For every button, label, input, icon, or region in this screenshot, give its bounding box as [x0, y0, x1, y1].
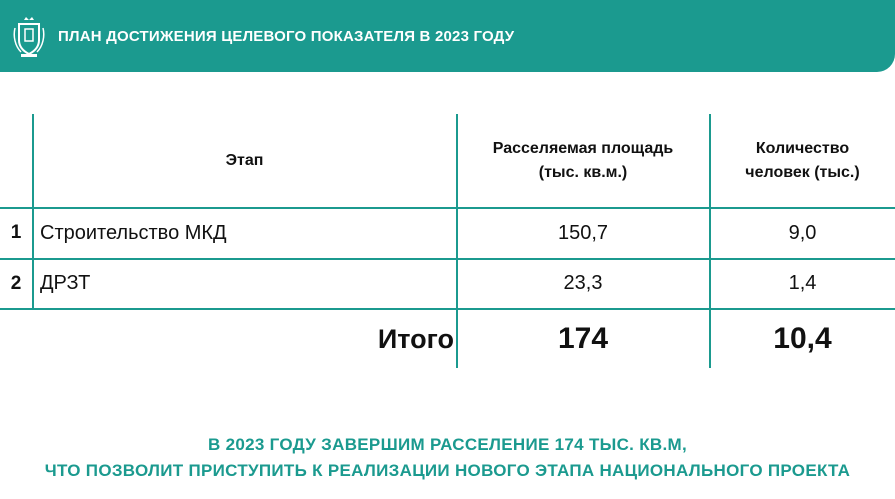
- column-header-people: Количество человек (тыс.): [745, 139, 860, 181]
- row-people-value: 1,4: [788, 272, 817, 294]
- header-bar: ПЛАН ДОСТИЖЕНИЯ ЦЕЛЕВОГО ПОКАЗАТЕЛЯ В 20…: [0, 0, 895, 72]
- table-divider: [0, 308, 895, 310]
- page-title: ПЛАН ДОСТИЖЕНИЯ ЦЕЛЕВОГО ПОКАЗАТЕЛЯ В 20…: [58, 28, 515, 45]
- table-divider: [709, 114, 711, 368]
- row-number: 2: [10, 272, 22, 294]
- summary-line: ЧТО ПОЗВОЛИТ ПРИСТУПИТЬ К РЕАЛИЗАЦИИ НОВ…: [44, 461, 851, 480]
- total-area-value: 174: [557, 322, 609, 355]
- row-area-value: 150,7: [557, 221, 609, 244]
- row-number: 1: [10, 222, 22, 243]
- table-divider: [32, 114, 34, 308]
- table-divider: [0, 258, 895, 260]
- row-area-value: 23,3: [563, 272, 603, 294]
- column-header-area: Расселяемая площадь (тыс. кв.м.): [492, 139, 674, 181]
- total-people-value: 10,4: [773, 322, 832, 355]
- total-label: Итого: [377, 323, 454, 354]
- summary-caption: В 2023 ГОДУ ЗАВЕРШИМ РАССЕЛЕНИЕ 174 ТЫС.…: [0, 432, 895, 484]
- column-header-stage: Этап: [225, 151, 264, 169]
- row-stage-name: ДРЗТ: [40, 272, 91, 294]
- table-divider: [456, 114, 458, 368]
- row-people-value: 9,0: [788, 221, 817, 244]
- table-divider: [0, 207, 895, 209]
- row-stage-name: Строительство МКД: [40, 221, 227, 244]
- coat-of-arms-icon: [13, 17, 45, 57]
- summary-line: В 2023 ГОДУ ЗАВЕРШИМ РАССЕЛЕНИЕ 174 ТЫС.…: [208, 435, 687, 454]
